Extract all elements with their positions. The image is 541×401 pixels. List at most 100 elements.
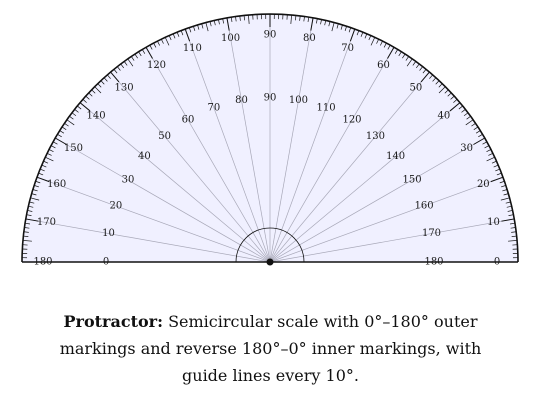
tick-mark — [331, 22, 335, 32]
inner-scale-label: 60 — [182, 114, 195, 125]
outer-scale-label: 160 — [47, 179, 66, 190]
tick-mark — [120, 63, 125, 69]
tick-mark — [475, 130, 481, 134]
tick-mark — [138, 51, 142, 57]
tick-mark — [402, 53, 406, 59]
tick-mark — [507, 210, 513, 212]
tick-mark — [463, 112, 469, 117]
guide-line — [145, 47, 271, 263]
outer-scale-label: 180 — [33, 257, 52, 268]
tick-mark — [509, 222, 516, 225]
tick-mark — [438, 86, 446, 94]
tick-mark — [31, 193, 37, 196]
tick-mark — [64, 123, 69, 127]
tick-mark — [27, 210, 33, 212]
tick-mark — [226, 17, 230, 31]
outer-scale-label: 50 — [410, 83, 423, 94]
tick-mark — [486, 149, 492, 152]
caption: Protractor: Semicircular scale with 0°–1… — [40, 308, 501, 389]
protractor-outline — [21, 13, 519, 263]
tick-mark — [493, 164, 499, 168]
center-point — [266, 258, 274, 266]
tick-mark — [511, 231, 517, 233]
inner-scale-label: 20 — [110, 200, 123, 211]
tick-mark — [310, 17, 314, 31]
tick-mark — [32, 189, 38, 192]
outer-scale-label: 70 — [341, 43, 354, 54]
inner-scale-label: 180 — [424, 257, 443, 268]
tick-mark — [398, 51, 402, 57]
guide-line — [36, 176, 271, 263]
guide-line — [269, 176, 504, 263]
tick-mark — [405, 56, 409, 61]
guide-line — [269, 47, 395, 263]
tick-mark — [30, 197, 40, 201]
guide-line — [269, 28, 356, 263]
tick-mark — [39, 168, 45, 172]
tick-mark — [28, 205, 34, 208]
tick-mark — [43, 160, 49, 164]
tick-mark — [57, 133, 62, 138]
caption-title: Protractor: — [63, 312, 163, 331]
outer-scale-label: 120 — [147, 60, 166, 71]
tick-mark — [36, 176, 50, 183]
outer-scale-label: 110 — [183, 43, 202, 54]
tick-mark — [499, 180, 505, 184]
tick-mark — [503, 193, 509, 196]
inner-scale-label: 110 — [317, 102, 336, 113]
guide-line — [184, 28, 271, 263]
tick-mark — [54, 137, 67, 145]
tick-mark — [46, 152, 52, 156]
tick-mark — [290, 14, 292, 24]
tick-mark — [52, 141, 58, 145]
tick-mark — [59, 130, 65, 134]
outer-scale-label: 10 — [487, 217, 500, 228]
outer-scale-label: 80 — [303, 33, 316, 44]
outer-scale-label: 60 — [377, 60, 390, 71]
tick-mark — [38, 172, 44, 176]
tick-mark — [473, 137, 486, 145]
outer-scale-label: 130 — [115, 83, 134, 94]
tick-mark — [510, 227, 516, 229]
inner-scale-label: 160 — [415, 200, 434, 211]
guide-line — [269, 102, 461, 263]
outer-scale-label: 90 — [264, 30, 277, 41]
tick-mark — [508, 214, 514, 216]
tick-mark — [488, 152, 494, 156]
tick-mark — [511, 235, 517, 237]
inner-scale-label: 90 — [264, 93, 277, 104]
tick-mark — [349, 28, 356, 42]
tick-mark — [387, 46, 395, 59]
outer-scale-label: 30 — [460, 143, 473, 154]
tick-mark — [94, 86, 102, 94]
outer-scale-label: 150 — [64, 143, 83, 154]
inner-scale-label: 40 — [138, 151, 151, 162]
caption-text: Semicircular scale with 0°–180° outer ma… — [59, 312, 482, 385]
guide-line — [226, 17, 271, 263]
tick-mark — [482, 141, 488, 145]
tick-mark — [25, 218, 39, 222]
outer-scale-label: 0 — [494, 257, 500, 268]
tick-mark — [23, 235, 29, 237]
tick-mark — [23, 231, 29, 233]
inner-scale-label: 30 — [122, 175, 135, 186]
inner-scale-label: 130 — [366, 131, 385, 142]
tick-mark — [41, 164, 47, 168]
tick-mark — [145, 46, 153, 59]
tick-mark — [131, 56, 135, 61]
guide-lines — [22, 14, 518, 263]
tick-mark — [458, 105, 463, 110]
tick-mark — [506, 205, 512, 208]
inner-scale-label: 140 — [386, 151, 405, 162]
tick-mark — [50, 145, 56, 149]
tick-mark — [394, 49, 399, 54]
tick-mark — [66, 119, 75, 126]
inner-scale-label: 170 — [422, 228, 441, 239]
tick-mark — [500, 197, 510, 201]
tick-mark — [473, 126, 479, 130]
tick-mark — [184, 28, 191, 42]
outer-scale-label: 140 — [87, 111, 106, 122]
tick-mark — [478, 133, 483, 138]
